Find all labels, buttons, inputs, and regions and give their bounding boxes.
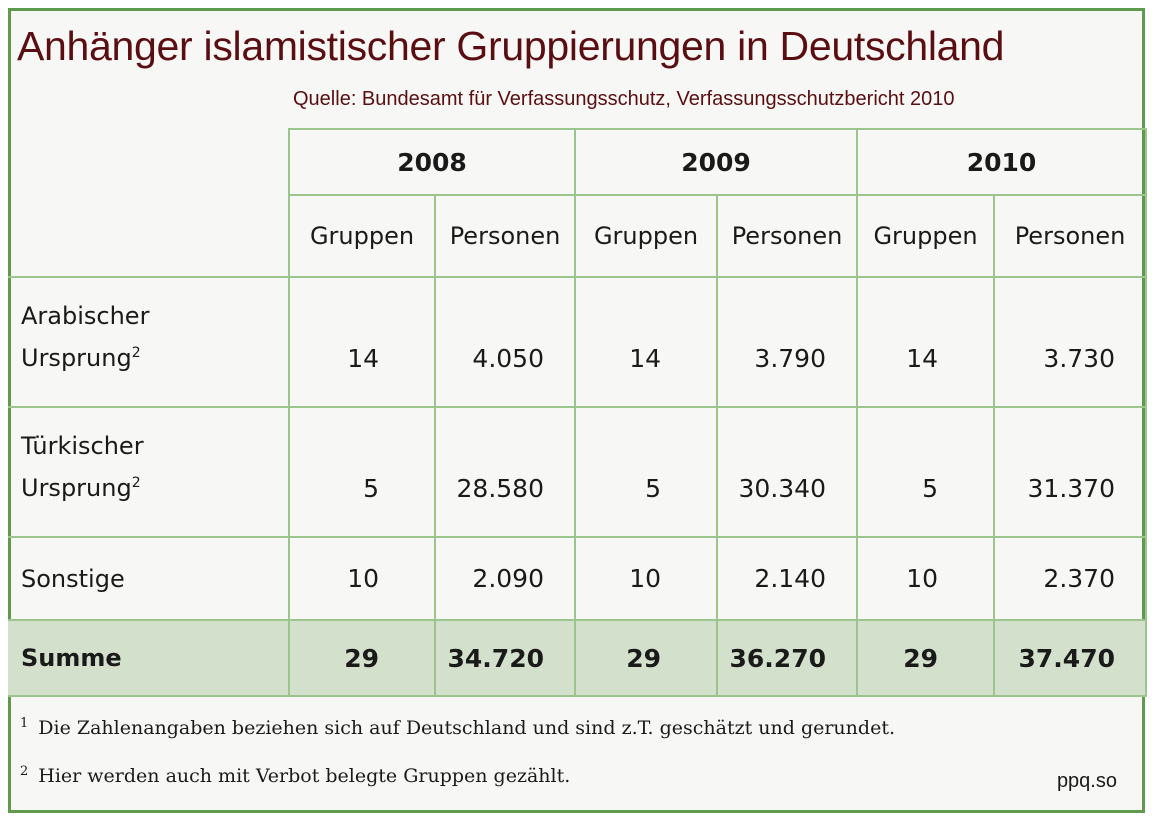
footnote-ref: 2 bbox=[131, 345, 141, 361]
subheader-row: Gruppen Personen Gruppen Personen Gruppe… bbox=[8, 194, 1147, 278]
persons-total-cell: 37.470 bbox=[993, 619, 1147, 697]
groups-cell: 14 bbox=[288, 276, 436, 408]
row-label-line2: Ursprung bbox=[21, 344, 132, 372]
groups-cell: 5 bbox=[288, 406, 436, 538]
year-header: 2008 bbox=[288, 128, 576, 196]
persons-cell: 3.790 bbox=[716, 276, 858, 408]
groups-header: Gruppen bbox=[574, 194, 718, 278]
page-title: Anhänger islamistischer Gruppierungen in… bbox=[17, 23, 1005, 69]
groups-cell: 10 bbox=[574, 536, 718, 621]
footnote-1: 1 Die Zahlenangaben beziehen sich auf Deu… bbox=[20, 716, 895, 739]
year-header-row: 2008 2009 2010 bbox=[8, 128, 1147, 277]
persons-total-cell: 36.270 bbox=[716, 619, 858, 697]
table-row: Türkischer Ursprung2 5 28.580 5 30.340 5 … bbox=[8, 406, 1147, 538]
table-row: Arabischer Ursprung2 14 4.050 14 3.790 14… bbox=[8, 276, 1147, 408]
persons-total-cell: 34.720 bbox=[434, 619, 576, 697]
persons-cell: 2.140 bbox=[716, 536, 858, 621]
watermark: ppq.so bbox=[1056, 770, 1117, 792]
row-label-line2: Ursprung bbox=[21, 474, 132, 502]
persons-cell: 4.050 bbox=[434, 276, 576, 408]
footnote-mark: 2 bbox=[20, 764, 29, 779]
persons-cell: 3.730 bbox=[993, 276, 1147, 408]
persons-cell: 2.090 bbox=[434, 536, 576, 621]
total-row: Summe 29 34.720 29 36.270 29 37.470 bbox=[8, 619, 1147, 697]
footnote-ref: 2 bbox=[131, 475, 141, 491]
source-line: Quelle: Bundesamt für Verfassungsschutz,… bbox=[293, 88, 955, 110]
groups-total-cell: 29 bbox=[288, 619, 436, 697]
groups-cell: 14 bbox=[574, 276, 718, 408]
row-label: Sonstige bbox=[8, 536, 290, 621]
footnote-text: Die Zahlenangaben beziehen sich auf Deut… bbox=[38, 717, 895, 739]
persons-cell: 31.370 bbox=[993, 406, 1147, 538]
row-label: Türkischer Ursprung2 bbox=[8, 406, 290, 538]
row-label-line1: Arabischer bbox=[21, 302, 150, 330]
footnote-2: 2 Hier werden auch mit Verbot belegte Gru… bbox=[20, 764, 570, 787]
corner-cell bbox=[8, 129, 290, 277]
footnote-mark: 1 bbox=[20, 716, 29, 731]
persons-cell: 2.370 bbox=[993, 536, 1147, 621]
table-row: Sonstige 10 2.090 10 2.140 10 2.370 bbox=[8, 536, 1147, 621]
persons-cell: 30.340 bbox=[716, 406, 858, 538]
row-label: Arabischer Ursprung2 bbox=[8, 276, 290, 408]
groups-cell: 5 bbox=[856, 406, 995, 538]
groups-header: Gruppen bbox=[856, 194, 995, 278]
persons-header: Personen bbox=[434, 194, 576, 278]
year-header: 2009 bbox=[574, 128, 858, 196]
data-table: 2008 2009 2010 Gruppen Personen Gruppen … bbox=[8, 128, 1147, 697]
row-label-line1: Türkischer bbox=[21, 432, 144, 460]
total-label: Summe bbox=[8, 619, 290, 697]
groups-total-cell: 29 bbox=[856, 619, 995, 697]
groups-cell: 10 bbox=[288, 536, 436, 621]
year-header: 2010 bbox=[856, 128, 1147, 196]
groups-cell: 5 bbox=[574, 406, 718, 538]
persons-cell: 28.580 bbox=[434, 406, 576, 538]
footnote-text: Hier werden auch mit Verbot belegte Grup… bbox=[38, 765, 571, 787]
groups-cell: 14 bbox=[856, 276, 995, 408]
persons-header: Personen bbox=[716, 194, 858, 278]
groups-cell: 10 bbox=[856, 536, 995, 621]
groups-header: Gruppen bbox=[288, 194, 436, 278]
persons-header: Personen bbox=[993, 194, 1147, 278]
groups-total-cell: 29 bbox=[574, 619, 718, 697]
